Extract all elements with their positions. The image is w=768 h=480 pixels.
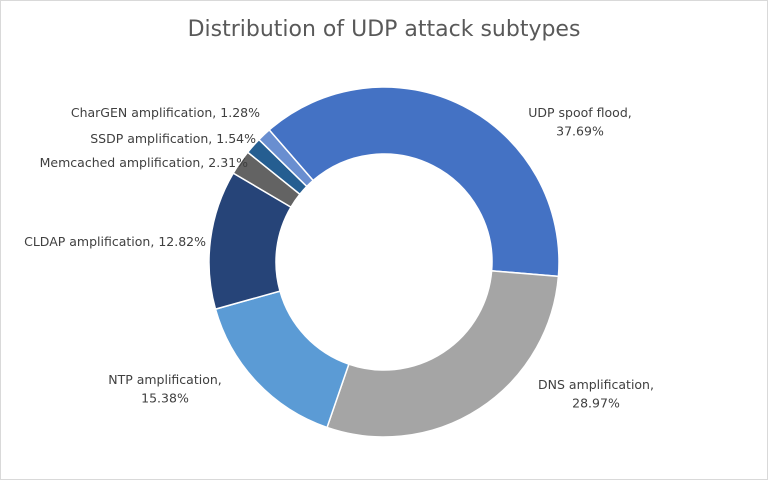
label-separator: ,: [218, 372, 222, 387]
label-separator: ,: [212, 105, 216, 120]
value-label: 28.97%: [572, 396, 620, 411]
data-label: NTP amplification,: [108, 372, 222, 387]
category-label: SSDP amplification: [90, 131, 208, 146]
label-separator: ,: [628, 105, 632, 120]
category-label: NTP amplification: [108, 372, 218, 387]
value-label: 37.69%: [556, 124, 604, 139]
data-label: CLDAP amplification, 12.82%: [24, 234, 206, 249]
value-label: 2.31%: [208, 155, 248, 170]
slice: [257, 128, 315, 188]
category-label: CLDAP amplification: [24, 234, 150, 249]
value-label: 15.38%: [141, 391, 189, 406]
slice: [268, 86, 560, 278]
value-label: 1.54%: [216, 131, 256, 146]
category-label: Memcached amplification: [40, 155, 201, 170]
label-separator: ,: [150, 234, 154, 249]
label-separator: ,: [650, 377, 654, 392]
label-separator: ,: [200, 155, 204, 170]
data-label: CharGEN amplification, 1.28%: [71, 105, 260, 120]
data-label: Memcached amplification, 2.31%: [40, 155, 248, 170]
data-label: UDP spoof flood,: [528, 105, 632, 120]
value-label: 1.28%: [220, 105, 260, 120]
slice: [326, 270, 560, 438]
category-label: DNS amplification: [538, 377, 650, 392]
data-label: DNS amplification,: [538, 377, 654, 392]
chart-title: Distribution of UDP attack subtypes: [188, 17, 581, 42]
category-label: UDP spoof flood: [528, 105, 628, 120]
data-label: SSDP amplification, 1.54%: [90, 131, 256, 146]
value-label: 12.82%: [158, 234, 206, 249]
category-label: CharGEN amplification: [71, 105, 212, 120]
label-separator: ,: [208, 131, 212, 146]
